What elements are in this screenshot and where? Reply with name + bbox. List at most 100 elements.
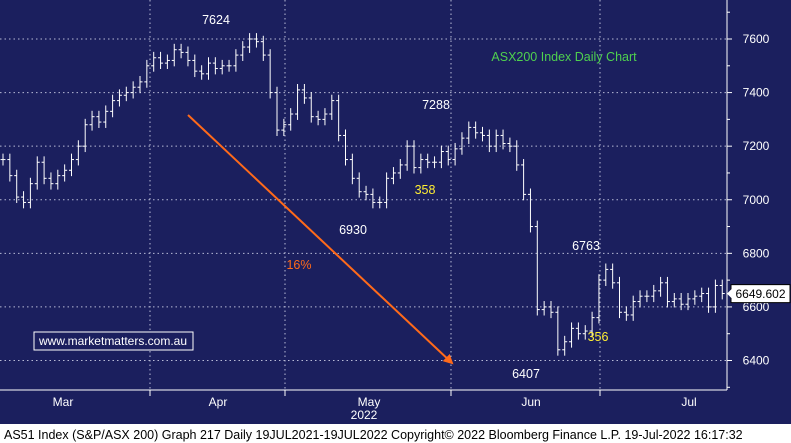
price-bar bbox=[521, 159, 527, 201]
chart-annotation: 6930 bbox=[339, 223, 367, 237]
chart-annotation: 16% bbox=[286, 258, 311, 272]
watermark[interactable]: www.marketmatters.com.au bbox=[33, 331, 194, 351]
price-bar bbox=[514, 140, 520, 171]
price-bar bbox=[343, 129, 348, 166]
price-bar bbox=[110, 94, 116, 118]
watermark-box bbox=[33, 331, 194, 351]
price-bar bbox=[384, 172, 390, 209]
price-bar bbox=[14, 169, 20, 203]
price-bar bbox=[438, 145, 444, 169]
price-bar bbox=[390, 167, 396, 185]
price-bar bbox=[336, 94, 342, 142]
grid-layer bbox=[0, 0, 727, 390]
price-bar bbox=[541, 301, 547, 316]
price-bar bbox=[507, 137, 513, 153]
price-bar bbox=[603, 263, 609, 287]
chart-annotation: 7288 bbox=[422, 98, 450, 112]
price-bar bbox=[678, 292, 684, 311]
price-bar bbox=[281, 118, 287, 136]
chart-annotation: 7624 bbox=[202, 13, 230, 27]
price-bar bbox=[247, 33, 253, 53]
price-bar bbox=[500, 129, 506, 150]
price-bar bbox=[48, 172, 54, 190]
price-bar bbox=[206, 57, 211, 80]
price-bar bbox=[671, 292, 677, 308]
price-bar bbox=[89, 110, 95, 131]
price-bar bbox=[582, 325, 588, 340]
price-bar bbox=[274, 86, 280, 136]
price-bar bbox=[610, 263, 616, 289]
price-bar bbox=[370, 188, 376, 209]
price-bar bbox=[555, 306, 561, 356]
price-bar bbox=[103, 105, 109, 128]
price-bar bbox=[185, 46, 191, 67]
y-tick-label: 6400 bbox=[743, 354, 770, 368]
price-bar bbox=[0, 153, 6, 166]
y-tick-label: 6800 bbox=[743, 246, 770, 260]
price-bar bbox=[596, 274, 602, 324]
price-bar bbox=[493, 129, 499, 153]
price-bar bbox=[623, 306, 629, 321]
price-bar bbox=[75, 140, 81, 166]
chart-title: ASX200 Index Daily Chart bbox=[491, 50, 637, 64]
price-bar bbox=[212, 57, 218, 75]
price-bar bbox=[158, 51, 164, 70]
price-bar bbox=[226, 59, 232, 72]
x-tick-label: Jul bbox=[681, 395, 696, 409]
price-bar bbox=[178, 43, 184, 59]
price-bar bbox=[404, 140, 410, 171]
price-bar bbox=[377, 196, 383, 209]
price-bar bbox=[55, 169, 61, 190]
x-year-label: 2022 bbox=[351, 408, 378, 422]
y-tick-label: 7200 bbox=[743, 139, 770, 153]
price-bar bbox=[466, 121, 472, 145]
price-bar bbox=[692, 290, 698, 305]
price-bar bbox=[34, 156, 40, 190]
last-price-label: 6649.602 bbox=[735, 287, 785, 301]
price-bar bbox=[658, 276, 664, 297]
price-bar bbox=[253, 33, 259, 48]
chart-annotation: 358 bbox=[415, 183, 436, 197]
price-bar bbox=[486, 129, 492, 153]
price-bar bbox=[706, 287, 712, 313]
price-layer bbox=[0, 33, 725, 356]
price-bar bbox=[295, 84, 301, 120]
footer-text: AS51 Index (S&P/ASX 200) Graph 217 Daily… bbox=[4, 428, 743, 442]
price-bar bbox=[719, 279, 725, 300]
price-bar bbox=[480, 126, 485, 142]
price-bar bbox=[171, 43, 177, 67]
price-bar bbox=[527, 188, 533, 233]
axis-layer: 6400 6600 6800 7000 7200 7400 7600 Mar Apr May Jun… bbox=[0, 0, 770, 422]
price-bar bbox=[301, 84, 307, 104]
price-bar bbox=[219, 59, 225, 75]
price-bar bbox=[267, 49, 273, 99]
price-bar bbox=[21, 191, 27, 209]
price-bar bbox=[27, 177, 33, 209]
price-bar bbox=[617, 276, 622, 319]
price-bar bbox=[651, 284, 657, 303]
watermark-text[interactable]: www.marketmatters.com.au bbox=[38, 334, 187, 348]
price-bar bbox=[548, 301, 554, 319]
price-bar bbox=[144, 59, 150, 88]
price-bar bbox=[349, 153, 355, 185]
y-tick-label: 7000 bbox=[743, 193, 770, 207]
price-bar bbox=[534, 220, 540, 316]
y-tick-label: 6600 bbox=[743, 300, 770, 314]
price-bar bbox=[315, 110, 321, 126]
x-tick-label: Mar bbox=[53, 395, 74, 409]
price-bar bbox=[356, 172, 362, 198]
price-bar bbox=[240, 41, 246, 61]
trend-arrow bbox=[187, 114, 454, 365]
price-bar bbox=[411, 140, 417, 174]
price-bar bbox=[425, 153, 431, 169]
price-bar bbox=[589, 311, 595, 337]
price-bar bbox=[630, 295, 636, 321]
x-tick-label: May bbox=[358, 395, 381, 409]
price-bar bbox=[432, 156, 438, 169]
price-bar bbox=[62, 164, 68, 182]
price-bar bbox=[123, 86, 129, 102]
price-bar bbox=[397, 159, 403, 179]
price-bar bbox=[199, 65, 205, 80]
price-bar bbox=[322, 108, 328, 126]
